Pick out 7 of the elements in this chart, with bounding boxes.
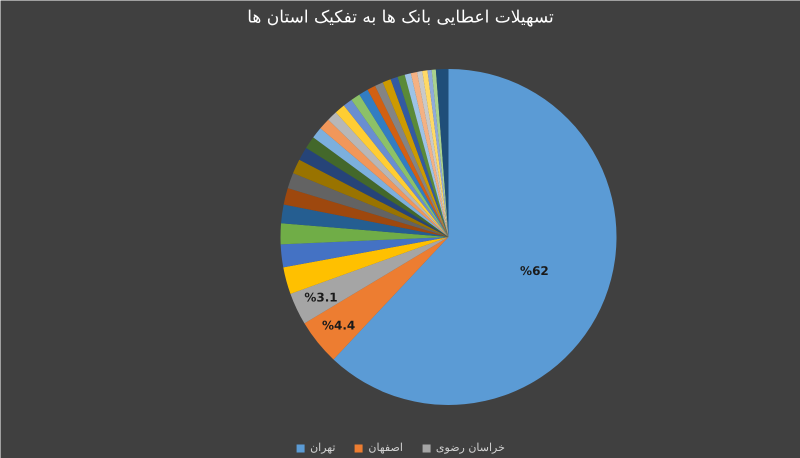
data-label: %62 [520, 264, 549, 278]
legend-label: اصفهان [368, 441, 403, 454]
legend-label: خراسان رضوی [436, 441, 505, 454]
chart-title: تسهیلات اعطایی بانک ها به تفکیک استان ها [247, 8, 554, 28]
data-label: %4.4 [322, 318, 356, 333]
legend-label: تهران [310, 441, 336, 454]
data-label: %3.1 [304, 290, 338, 304]
